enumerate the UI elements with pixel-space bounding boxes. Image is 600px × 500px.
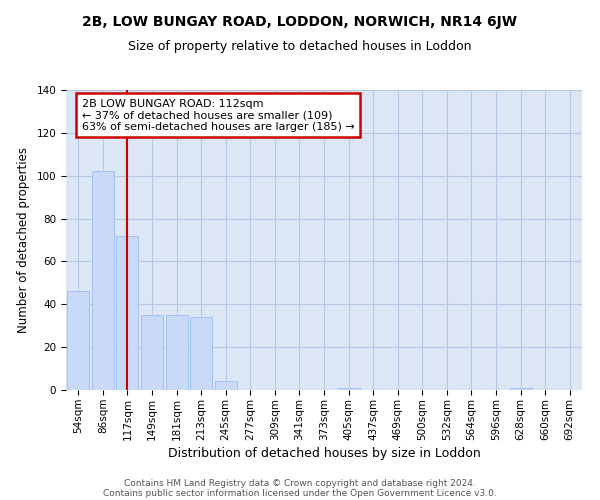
Y-axis label: Number of detached properties: Number of detached properties [17,147,29,333]
Bar [190,317,212,390]
Text: 2B LOW BUNGAY ROAD: 112sqm
← 37% of detached houses are smaller (109)
63% of sem: 2B LOW BUNGAY ROAD: 112sqm ← 37% of deta… [82,98,355,132]
Bar [215,382,237,390]
Text: Size of property relative to detached houses in Loddon: Size of property relative to detached ho… [128,40,472,53]
Bar [509,388,532,390]
Text: 2B, LOW BUNGAY ROAD, LODDON, NORWICH, NR14 6JW: 2B, LOW BUNGAY ROAD, LODDON, NORWICH, NR… [83,15,517,29]
Bar [338,388,359,390]
Bar [92,172,114,390]
Bar [141,315,163,390]
Text: Contains HM Land Registry data © Crown copyright and database right 2024.: Contains HM Land Registry data © Crown c… [124,478,476,488]
Bar [116,236,139,390]
X-axis label: Distribution of detached houses by size in Loddon: Distribution of detached houses by size … [167,446,481,460]
Bar [166,315,188,390]
Text: Contains public sector information licensed under the Open Government Licence v3: Contains public sector information licen… [103,488,497,498]
Bar [67,292,89,390]
